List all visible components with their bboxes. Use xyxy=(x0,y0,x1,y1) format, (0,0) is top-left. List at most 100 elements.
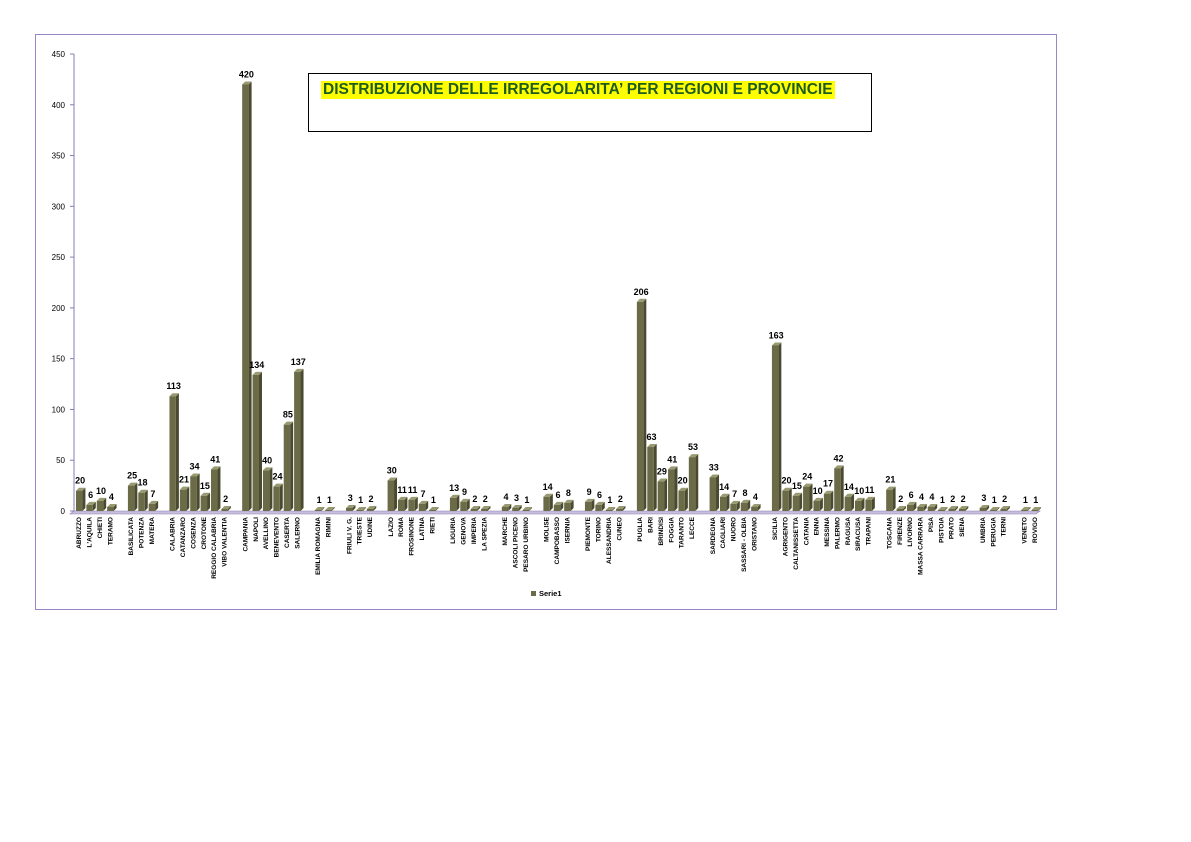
data-label: 11 xyxy=(408,485,418,495)
bar-side xyxy=(809,483,813,511)
bar-side xyxy=(331,506,335,511)
category-label: PALERMO xyxy=(834,517,841,549)
bar-top xyxy=(771,342,782,346)
bar-top xyxy=(397,496,408,500)
data-label: 9 xyxy=(462,487,467,497)
y-tick-label: 250 xyxy=(52,253,66,262)
bar-side xyxy=(965,505,969,511)
bar xyxy=(262,470,270,511)
category-label: MESSINA xyxy=(824,517,831,547)
data-label: 33 xyxy=(709,462,719,472)
bar xyxy=(1021,509,1028,511)
category-label: BENEVENTO xyxy=(274,517,281,557)
category-label: ENNA xyxy=(814,517,821,536)
bar xyxy=(127,485,135,511)
category-label: BRINDISI xyxy=(658,517,665,546)
bar-side xyxy=(508,503,512,511)
data-label: 6 xyxy=(597,490,602,500)
bar xyxy=(605,509,613,511)
bar-top xyxy=(325,506,335,510)
data-label: 21 xyxy=(179,475,189,485)
bar-top xyxy=(211,466,221,470)
bar-top xyxy=(678,487,688,491)
bar xyxy=(429,509,436,511)
bar xyxy=(616,508,623,511)
bar-side xyxy=(591,498,595,511)
bar-side xyxy=(435,506,439,511)
data-label: 21 xyxy=(885,475,895,485)
data-label: 2 xyxy=(472,494,477,504)
data-label: 163 xyxy=(769,330,784,340)
category-label: GENOVA xyxy=(461,517,468,545)
category-label: PUGLIA xyxy=(637,517,644,542)
bar-side xyxy=(788,487,792,511)
category-label: VENETO xyxy=(1021,517,1028,544)
legend-label: Serie1 xyxy=(539,589,562,598)
bar xyxy=(366,508,374,511)
data-label: 4 xyxy=(109,492,114,502)
data-label: 2 xyxy=(223,494,228,504)
data-label: 4 xyxy=(919,492,924,502)
category-label: SARDEGNA xyxy=(710,517,717,555)
bar-top xyxy=(740,499,751,503)
bar-top xyxy=(865,496,875,500)
data-label: 18 xyxy=(138,478,148,488)
bar-top xyxy=(75,487,86,491)
category-label: L'AQUILA xyxy=(87,517,94,548)
data-label: 25 xyxy=(127,471,137,481)
category-label: SICILIA xyxy=(772,517,779,540)
bar xyxy=(96,500,104,511)
bar-side xyxy=(196,473,200,511)
bar xyxy=(211,469,218,511)
bar xyxy=(387,480,395,511)
bar-top xyxy=(938,506,948,510)
category-label: CUNEO xyxy=(616,517,623,540)
bar-side xyxy=(414,496,418,511)
category-label: COSENZA xyxy=(190,517,197,549)
bar-side xyxy=(207,492,211,511)
category-label: EMILIA ROMAGNA xyxy=(315,517,322,575)
bar-side xyxy=(851,493,855,511)
data-label: 17 xyxy=(823,479,833,489)
category-label: CAMPOBASSO xyxy=(554,517,561,564)
bar xyxy=(584,501,592,511)
bar-top xyxy=(221,505,231,509)
data-label: 6 xyxy=(88,490,93,500)
bar-side xyxy=(819,497,823,511)
bar-side xyxy=(321,506,325,511)
bar-top xyxy=(127,482,138,486)
data-label: 10 xyxy=(854,486,864,496)
data-label: 4 xyxy=(753,492,758,502)
bar-side xyxy=(944,506,948,511)
bar xyxy=(719,496,727,511)
bar xyxy=(242,84,249,511)
bar-side xyxy=(549,493,553,511)
category-label: LIVORNO xyxy=(907,517,914,547)
data-label: 1 xyxy=(1033,495,1038,505)
category-label: ISERNIA xyxy=(564,517,571,544)
chart-title: DISTRIBUZIONE DELLE IRREGOLARITA’ PER RE… xyxy=(321,81,835,99)
bar-top xyxy=(96,497,107,501)
bar-side xyxy=(477,505,481,511)
category-label: UDINE xyxy=(367,516,374,537)
bar xyxy=(564,502,571,511)
bar-top xyxy=(169,393,179,397)
bar xyxy=(865,499,872,511)
data-label: 6 xyxy=(555,490,560,500)
category-label: CALABRIA xyxy=(170,517,177,551)
bar-top xyxy=(595,501,605,505)
y-tick-label: 0 xyxy=(61,507,66,516)
category-label: FIRENZE xyxy=(897,516,904,544)
bar xyxy=(169,396,176,511)
category-label: NAPOLI xyxy=(253,517,260,542)
category-label: LATINA xyxy=(419,517,426,541)
data-label: 1 xyxy=(940,495,945,505)
bar-side xyxy=(622,505,626,511)
bar xyxy=(751,506,758,511)
bar-top xyxy=(148,500,159,504)
data-label: 20 xyxy=(678,476,688,486)
bar-side xyxy=(674,466,678,511)
bar xyxy=(346,507,353,511)
bar-side xyxy=(902,505,906,511)
bar xyxy=(397,499,405,511)
